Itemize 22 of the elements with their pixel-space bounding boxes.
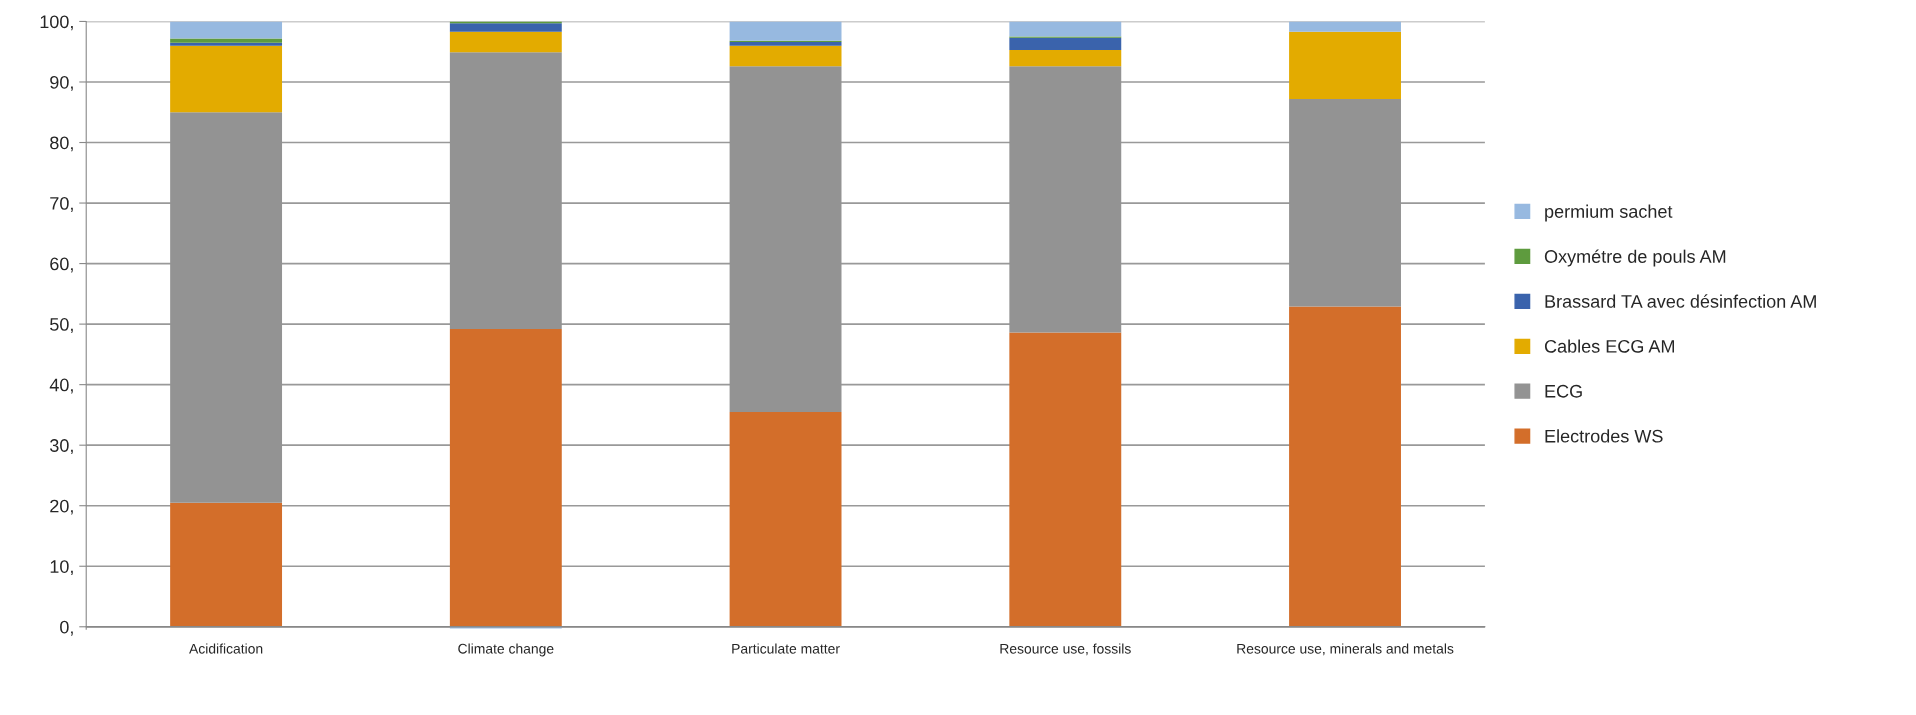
- x-tick-label: Resource use, minerals and metals: [1237, 643, 1454, 656]
- y-tick-label: 10,: [50, 560, 73, 576]
- legend-label: Cables ECG AM: [1544, 339, 1674, 353]
- y-tick-label: 100,: [40, 15, 73, 31]
- y-tick-label: 20,: [50, 499, 73, 515]
- y-tick-label: 0,: [60, 620, 73, 636]
- x-tick-label: Resource use, fossils: [1000, 643, 1131, 656]
- legend-label: ECG: [1545, 384, 1582, 398]
- y-tick-label: 30,: [50, 439, 73, 455]
- y-tick-label: 70,: [50, 196, 73, 212]
- y-tick-label: 40,: [49, 378, 73, 394]
- x-tick-label: Particulate matter: [732, 643, 840, 654]
- y-tick-label: 50,: [50, 318, 73, 333]
- legend-label: Electrodes WS: [1545, 429, 1663, 443]
- legend-label: Oxymétre de pouls AM: [1544, 249, 1726, 267]
- y-tick-label: 60,: [50, 257, 73, 273]
- legend-label: permium sachet: [1545, 204, 1673, 222]
- y-tick-label: 90,: [50, 75, 73, 91]
- y-tick-label: 80,: [50, 136, 73, 152]
- x-tick-label: Climate change: [458, 643, 554, 657]
- legend-label: Brassard TA avec désinfection AM: [1545, 294, 1816, 308]
- x-tick-label: Acidification: [189, 643, 263, 654]
